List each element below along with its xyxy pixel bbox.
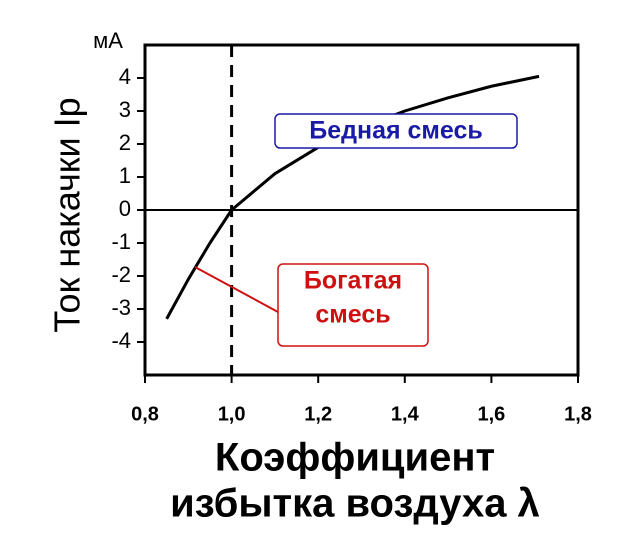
x-tick-label: 0,8 xyxy=(131,403,159,425)
x-axis-label: Коэффициент xyxy=(215,436,495,480)
y-unit: мА xyxy=(93,28,123,53)
annotation-text: Богатая xyxy=(304,267,402,295)
annotation-box xyxy=(277,263,429,347)
x-tick-label: 1,6 xyxy=(477,403,505,425)
y-tick-label: -1 xyxy=(111,229,131,254)
annotation-text: Бедная смесь xyxy=(309,117,483,145)
y-axis-label: Ток накачки Iр xyxy=(47,97,88,332)
y-tick-label: 0 xyxy=(119,196,131,221)
x-tick-label: 1,8 xyxy=(564,403,592,425)
x-tick-label: 1,0 xyxy=(218,403,246,425)
y-tick-label: 1 xyxy=(119,163,131,188)
y-tick-label: 2 xyxy=(119,130,131,155)
annotation-arrow xyxy=(194,266,279,313)
y-tick-label: 4 xyxy=(119,64,131,89)
x-axis-label: избытка воздуха λ xyxy=(170,482,540,526)
y-tick-label: -4 xyxy=(111,328,131,353)
annotation-box xyxy=(274,113,518,149)
y-tick-label: -3 xyxy=(111,295,131,320)
annotation-text: смесь xyxy=(315,301,390,329)
y-tick-label: 3 xyxy=(119,97,131,122)
x-tick-label: 1,4 xyxy=(391,403,420,425)
x-tick-label: 1,2 xyxy=(304,403,332,425)
y-tick-label: -2 xyxy=(111,262,131,287)
